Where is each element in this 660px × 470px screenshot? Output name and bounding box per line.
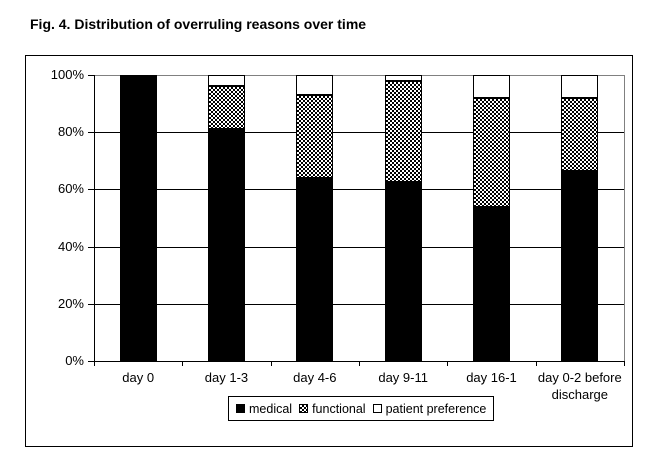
x-tick-mark: [535, 361, 537, 366]
gridline-20%: [94, 303, 624, 305]
bar-segment-functional: [561, 97, 599, 171]
x-tick-mark: [94, 361, 95, 366]
bar-segment-patient-preference: [384, 75, 422, 81]
x-tick-mark: [447, 361, 449, 366]
y-tick-label: 40%: [57, 238, 84, 254]
bar-segment-medical: [384, 182, 422, 361]
legend-label: medical: [249, 401, 293, 416]
x-tick-label: day 16-1: [466, 370, 517, 385]
y-tick-mark: [88, 303, 95, 305]
bar-segment-medical: [296, 177, 334, 361]
legend-item-functional: functional: [299, 402, 366, 416]
bar-segment-functional: [208, 86, 245, 130]
x-tick-label: day 1-3: [204, 370, 249, 385]
bar-segment-patient-preference: [208, 75, 245, 87]
bar-segment-medical: [208, 129, 245, 361]
bar-segment-patient-preference: [473, 75, 510, 98]
x-tick-mark: [624, 361, 625, 366]
y-tick-mark: [88, 246, 95, 248]
x-tick-mark: [182, 361, 184, 366]
gridline-80%: [94, 132, 624, 134]
gridline-40%: [94, 246, 624, 248]
y-tick-label: 60%: [57, 181, 84, 197]
bar-segment-medical: [473, 206, 510, 361]
x-tick-label: day 0-2 before discharge: [537, 370, 622, 402]
y-tick-label: 80%: [57, 124, 84, 140]
x-tick-label: day 4-6: [293, 370, 337, 385]
y-tick-mark: [88, 361, 95, 362]
gridline-60%: [94, 189, 624, 191]
bar-segment-medical: [561, 170, 599, 361]
bar-stack: [119, 75, 157, 361]
bar-stack: [561, 75, 599, 361]
bar-segment-functional: [384, 80, 422, 183]
x-tick-label: day 0: [122, 370, 155, 385]
bar-segment-patient-preference: [561, 75, 599, 98]
legend-label: functional: [312, 401, 366, 416]
legend-swatch-patient-preference: [372, 404, 382, 413]
y-tick-label: 20%: [57, 295, 84, 311]
x-tick-mark: [359, 361, 360, 366]
chart-title: Fig. 4. Distribution of overruling reaso…: [30, 16, 367, 32]
legend-label: patient preference: [385, 401, 487, 416]
y-tick-mark: [88, 189, 95, 191]
legend: medical functional patient preference: [228, 396, 495, 421]
bar-stack: [208, 75, 245, 361]
legend-swatch-medical: [236, 404, 245, 413]
x-tick-label: day 9-11: [378, 370, 428, 385]
y-tick-mark: [88, 132, 95, 134]
legend-swatch-functional: [299, 404, 309, 413]
bar-segment-medical: [119, 75, 157, 361]
bar-stack: [384, 75, 422, 361]
bar-segment-patient-preference: [296, 75, 334, 96]
y-axis-line: [94, 75, 95, 362]
legend-item-patient-preference: patient preference: [372, 401, 487, 416]
bar-segment-functional: [473, 97, 510, 207]
bar-stack: [296, 75, 334, 361]
plot-area: [94, 75, 625, 362]
bar-segment-functional: [296, 95, 334, 178]
legend-item-medical: medical: [236, 402, 292, 416]
y-tick-label: 0%: [65, 353, 84, 368]
y-tick-label: 100%: [50, 67, 84, 82]
y-tick-mark: [88, 75, 95, 76]
bar-stack: [473, 75, 510, 361]
x-tick-mark: [270, 361, 272, 366]
